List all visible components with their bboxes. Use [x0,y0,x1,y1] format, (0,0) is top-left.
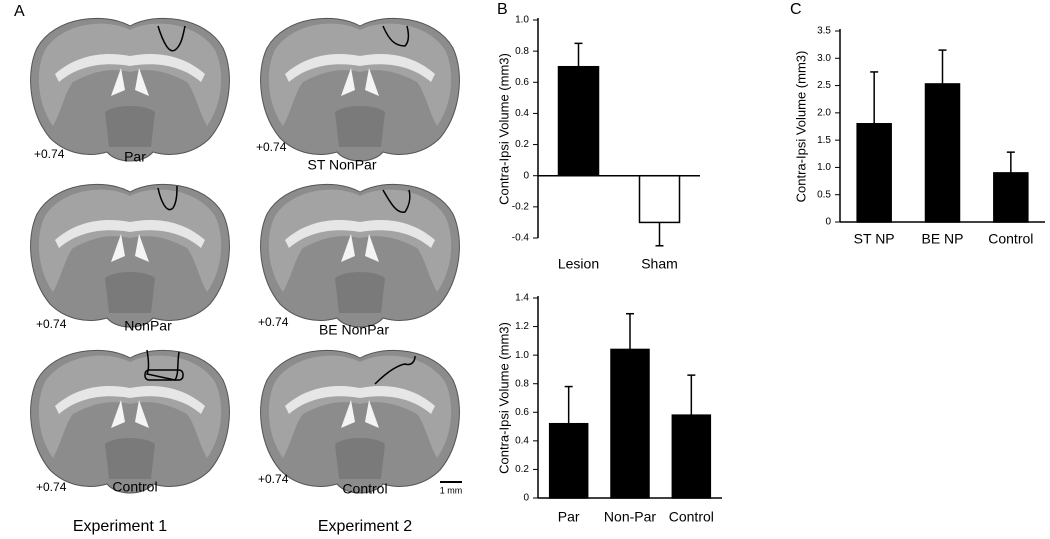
y-tick-label: 0.8 [515,378,529,389]
y-axis-label: Contra-Ipsi Volume (mm3) [496,322,511,474]
y-tick-label: 1.0 [515,15,529,26]
x-tick-label: Control [669,509,714,525]
coordinate: +0.74 [258,315,289,329]
coordinate: +0.74 [36,480,67,494]
section-label: Par [124,149,146,165]
bar [856,123,892,223]
panel-label: C [790,1,802,18]
x-tick-label: Lesion [558,256,599,272]
coordinate: +0.74 [258,472,289,486]
scale-bar-label: 1 mm [440,485,463,495]
brain-section [30,183,230,328]
y-tick-label: 1.0 [515,350,529,361]
coordinate: +0.74 [34,147,65,161]
y-tick-label: 0.6 [515,407,529,418]
x-tick-label: ST NP [854,231,895,247]
y-tick-label: 0 [523,170,529,181]
bar [638,174,681,224]
y-tick-label: -0.4 [512,233,530,244]
bar [993,172,1029,223]
brain-section [30,349,230,494]
y-tick-label: 1.2 [515,321,529,332]
x-tick-label: Control [988,231,1033,247]
y-tick-label: 0.2 [515,464,529,475]
column-label: Experiment 2 [318,518,412,535]
coordinate: +0.74 [256,140,287,154]
y-tick-label: 1.5 [817,135,831,146]
brain-section [260,17,460,162]
bar [924,83,961,223]
y-tick-label: 2.0 [817,107,831,118]
panel-label: B [497,1,508,18]
y-tick-label: 0.4 [515,108,529,119]
y-tick-label: 2.5 [817,80,831,91]
bar [671,414,712,499]
y-tick-label: 0.5 [817,189,831,200]
x-tick-label: Par [558,509,580,525]
x-tick-label: Sham [641,256,678,272]
brain-section [30,17,230,162]
bar [610,348,650,499]
y-axis-label: Contra-Ipsi Volume (mm3) [496,53,511,205]
x-tick-label: BE NP [921,231,963,247]
y-tick-label: 0.2 [515,139,529,150]
section-label: Control [112,479,157,495]
y-tick-label: 0.4 [515,435,529,446]
column-label: Experiment 1 [73,518,167,535]
y-tick-label: 0 [825,217,831,228]
y-tick-label: 0.8 [515,46,529,57]
y-tick-label: 1.4 [515,293,529,304]
y-axis-label: Contra-Ipsi Volume (mm3) [793,51,808,203]
brain-section [260,349,460,494]
y-tick-label: 3.5 [817,26,831,37]
y-tick-label: 1.0 [817,162,831,173]
brain-section [260,183,460,328]
panel-label: A [14,3,25,20]
y-tick-label: 3.0 [817,53,831,64]
y-tick-label: 0 [523,493,529,504]
bar [548,422,589,499]
x-tick-label: Non-Par [604,509,656,525]
coordinate: +0.74 [36,317,67,331]
y-tick-label: -0.2 [512,201,530,212]
section-label: Control [342,481,387,497]
bar [557,65,600,177]
y-tick-label: 0.6 [515,77,529,88]
section-label: NonPar [124,318,172,334]
section-label: ST NonPar [308,157,377,173]
section-label: BE NonPar [319,322,389,338]
